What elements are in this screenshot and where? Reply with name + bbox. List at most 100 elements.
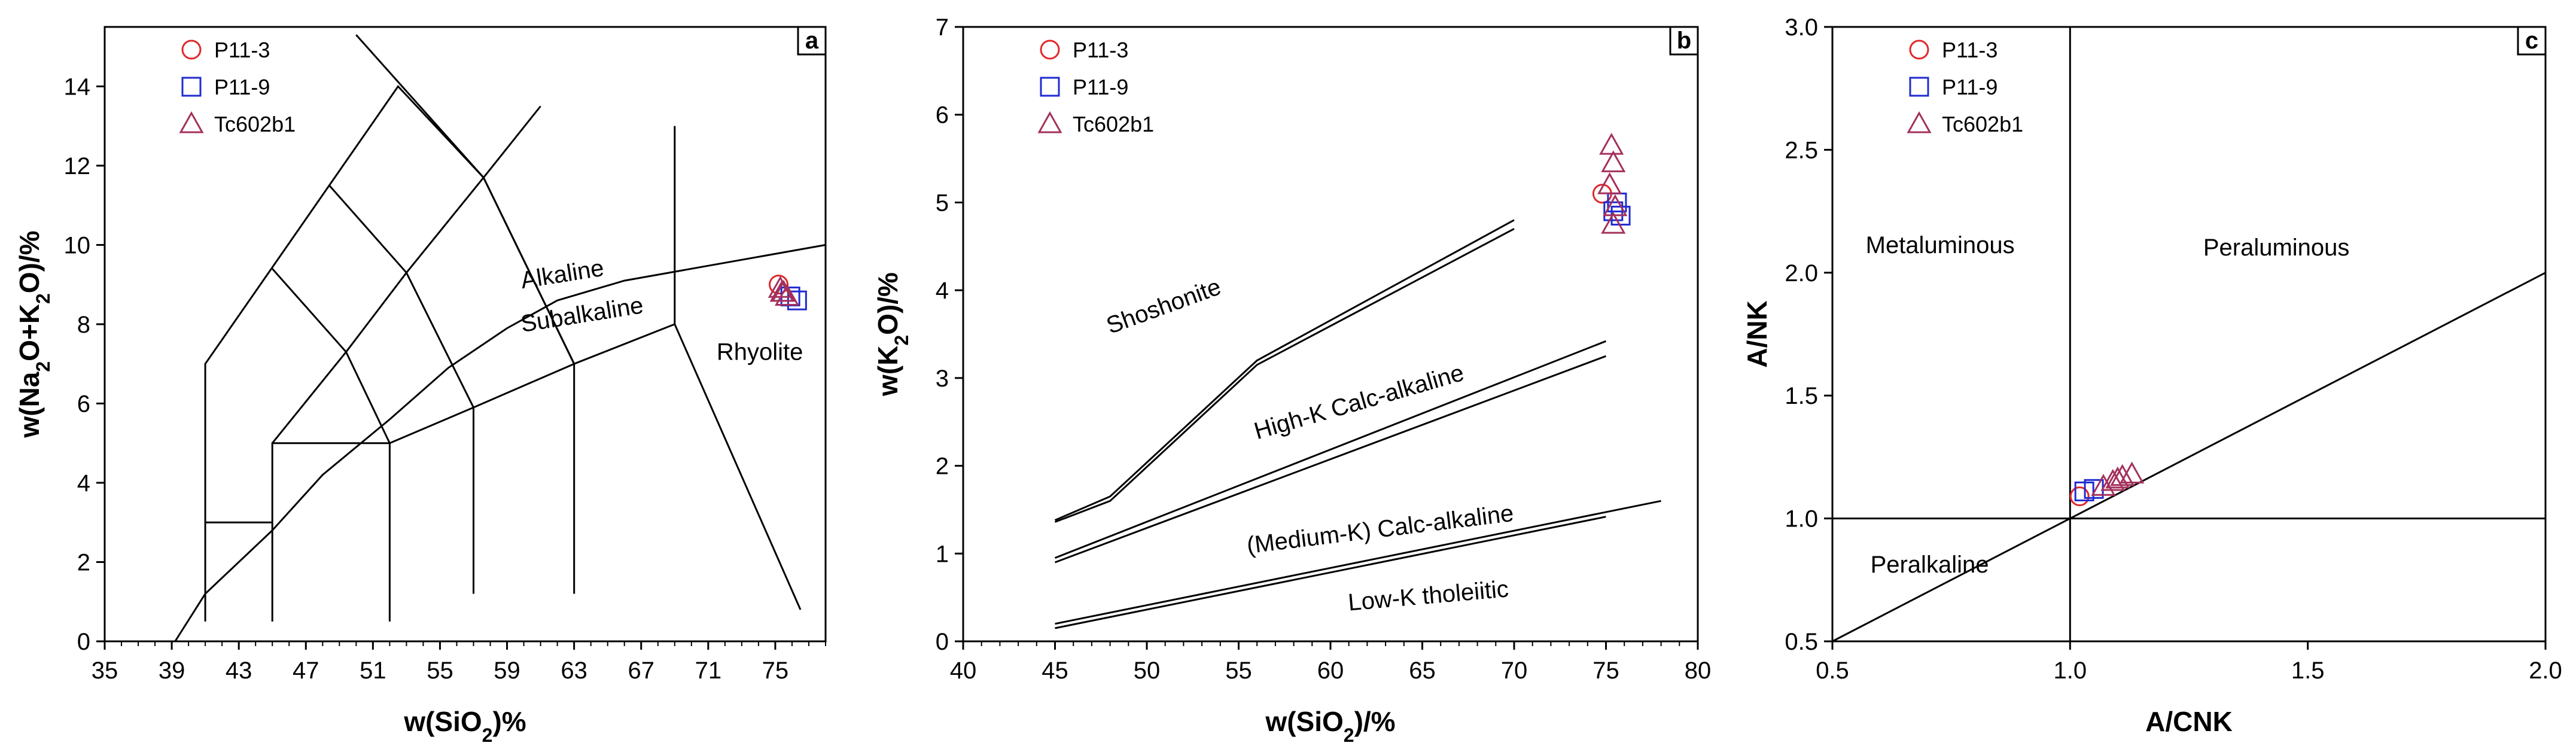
- legend-marker-p11-3: [1040, 39, 1060, 60]
- data-point-p11-9: [1603, 201, 1624, 221]
- data-point-tc602b1: [769, 279, 794, 302]
- x-tick-label: 70: [1501, 657, 1528, 684]
- y-axis-label-part: w(K: [872, 346, 903, 397]
- panel-label-box: [797, 26, 827, 56]
- classification-boundary: [473, 363, 575, 409]
- x-tick-label: 71: [695, 657, 722, 684]
- y-tick-label: 2.0: [1785, 260, 1818, 287]
- legend-label: P11-3: [214, 38, 270, 62]
- classification-boundary: [328, 185, 474, 408]
- y-axis-label-part: A/NK: [1741, 300, 1773, 367]
- legend-label: P11-3: [1942, 38, 1998, 62]
- field-label: Low-K tholeiitic: [1347, 576, 1510, 616]
- y-tick-label: 6: [77, 391, 90, 417]
- x-tick-label: 55: [427, 657, 453, 684]
- x-tick-label: 40: [950, 657, 977, 684]
- y-tick-label: 2: [936, 453, 949, 480]
- y-axis-label: w(K2O)/%: [872, 272, 912, 397]
- x-tick-label: 51: [360, 657, 386, 684]
- classification-boundary: [1054, 340, 1607, 559]
- x-tick-label: 1.5: [2291, 657, 2325, 684]
- legend-marker-tc602b1: [179, 111, 204, 133]
- classification-boundary: [1054, 219, 1515, 521]
- y-axis-label-part: O)/%: [14, 230, 45, 293]
- x-tick-label: 0.5: [1816, 657, 1849, 684]
- legend-marker-tc602b1: [1037, 111, 1062, 133]
- data-point-tc602b1: [1597, 172, 1622, 194]
- legend-label: P11-9: [1073, 75, 1128, 99]
- field-label: Shoshonite: [1103, 273, 1225, 339]
- classification-boundary: [355, 34, 576, 364]
- y-tick-label: 7: [936, 14, 949, 41]
- panel-c: 0.5 1.0 1.5 2.0 0.5 1.0 1.5 2.0 2.5 3.0 A/CNK A/NK M…: [1741, 14, 2562, 737]
- classification-boundary: [272, 268, 391, 444]
- data-point-tc602b1: [1599, 133, 1624, 155]
- plot-frame: [1831, 26, 2547, 643]
- classification-boundary: [174, 243, 826, 642]
- classification-boundary: [1832, 272, 2546, 643]
- x-tick-label: 2.0: [2529, 657, 2562, 684]
- field-label: Rhyolite: [717, 339, 803, 366]
- x-axis-label: w(SiO2)/%: [1265, 706, 1395, 746]
- y-axis-label: w(Na2O+K2O)/%: [14, 230, 54, 438]
- data-point-tc602b1: [2110, 464, 2135, 486]
- x-tick-label: 50: [1134, 657, 1161, 684]
- x-tick-label: 75: [1593, 657, 1619, 684]
- x-tick-label: 43: [226, 657, 252, 684]
- data-point-p11-3: [2069, 486, 2090, 507]
- classification-boundary: [1054, 228, 1515, 523]
- field-label: Subalkaline: [519, 292, 645, 337]
- classification-boundary: [389, 406, 474, 594]
- data-point-tc602b1: [2105, 466, 2130, 489]
- x-tick-label: 60: [1317, 657, 1344, 684]
- legend-marker-p11-9: [1909, 77, 1929, 97]
- y-axis-label-subscript: 2: [32, 361, 54, 372]
- field-label: (Medium-K) Calc-alkaline: [1246, 500, 1515, 559]
- x-tick-label: 35: [92, 657, 118, 684]
- legend-marker-p11-3: [181, 39, 202, 60]
- panel-label: c: [2525, 28, 2538, 54]
- x-axis-label-subscript: 2: [1344, 724, 1354, 746]
- panel-label-box: [2517, 26, 2547, 56]
- x-tick-label: 45: [1042, 657, 1068, 684]
- x-axis-label-part: A/CNK: [2145, 706, 2233, 737]
- legend: P11-3 P11-9 Tc602b1: [179, 38, 296, 136]
- legend: P11-3 P11-9 Tc602b1: [1037, 38, 1154, 136]
- classification-boundary: [1055, 516, 1606, 629]
- y-tick-label: 4: [77, 470, 90, 497]
- y-tick-label: 5: [936, 190, 949, 216]
- classification-boundary: [1054, 355, 1607, 564]
- panel-a: 35 39 43 47 51 55 59 63 67 71 7502468101214w(SiO2)…: [14, 26, 827, 746]
- field-label: Peraluminous: [2203, 235, 2350, 261]
- legend-marker-p11-3: [1909, 39, 1929, 60]
- x-axis-label: w(SiO2)%: [403, 706, 526, 746]
- x-tick-label: 39: [159, 657, 185, 684]
- plot-frame: [103, 26, 827, 643]
- x-tick-label: 47: [293, 657, 319, 684]
- x-axis-label: A/CNK: [2145, 706, 2233, 737]
- panel-label: b: [1677, 28, 1691, 54]
- y-axis-label: A/NK: [1741, 300, 1773, 367]
- y-tick-label: 14: [64, 74, 91, 100]
- y-tick-label: 3: [936, 366, 949, 392]
- x-tick-label: 67: [628, 657, 654, 684]
- y-axis-label-part: w(Na: [14, 372, 45, 438]
- y-tick-label: 1.0: [1785, 506, 1818, 532]
- y-tick-label: 1: [936, 541, 949, 567]
- data-point-tc602b1: [2100, 468, 2126, 491]
- data-point-tc602b1: [2120, 461, 2145, 484]
- field-label: High-K Calc-alkaline: [1252, 360, 1467, 445]
- y-tick-label: 12: [64, 153, 91, 179]
- data-point-tc602b1: [1601, 150, 1626, 172]
- y-axis-label-part: O+K: [14, 304, 45, 361]
- legend-label: Tc602b1: [214, 112, 296, 136]
- panel-label: a: [805, 28, 819, 54]
- x-axis-label-part: )/%: [1354, 706, 1396, 737]
- legend-label: Tc602b1: [1073, 112, 1154, 136]
- x-axis-label-part: w(SiO: [403, 706, 482, 737]
- data-point-tc602b1: [1601, 212, 1626, 234]
- x-tick-label: 1.0: [2054, 657, 2087, 684]
- y-axis-label-part: O)/%: [872, 272, 903, 335]
- legend-label: P11-9: [1942, 75, 1998, 99]
- x-tick-label: 65: [1409, 657, 1436, 684]
